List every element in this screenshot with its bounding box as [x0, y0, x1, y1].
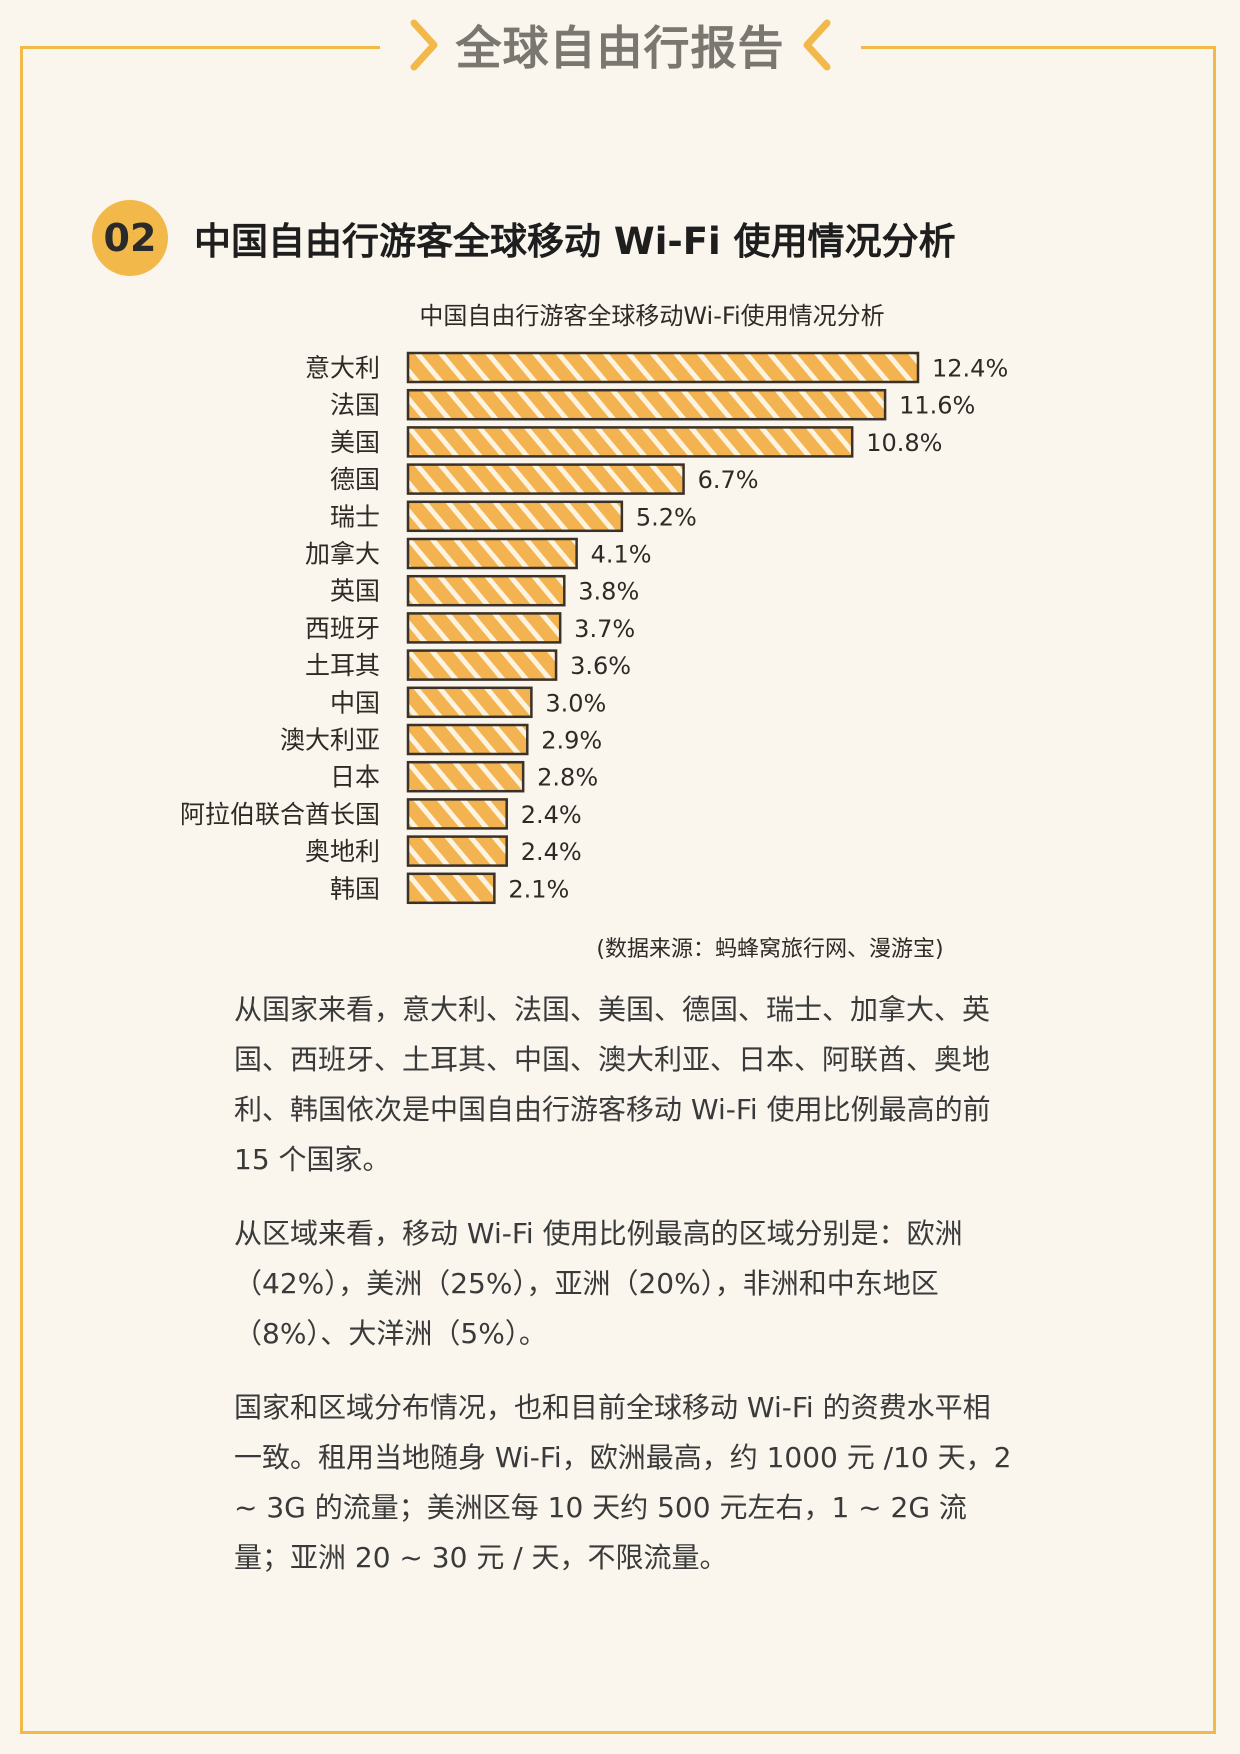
value-label: 3.8% [578, 578, 639, 606]
category-label: 西班牙 [305, 614, 380, 643]
value-label: 5.2% [636, 503, 697, 531]
value-label: 2.4% [521, 838, 582, 866]
value-label: 2.4% [521, 801, 582, 829]
bar [406, 649, 558, 681]
value-label: 6.7% [698, 466, 759, 494]
value-label: 12.4% [932, 355, 1008, 383]
analysis-text: 从国家来看，意大利、法国、美国、德国、瑞士、加拿大、英国、西班牙、土耳其、中国、… [234, 985, 1012, 1607]
section-number-badge: 02 [92, 200, 168, 276]
paragraph-pricing: 国家和区域分布情况，也和目前全球移动 Wi-Fi 的资费水平相一致。租用当地随身… [234, 1391, 1012, 1574]
category-label: 阿拉伯联合酋长国 [180, 800, 380, 829]
value-label: 2.9% [541, 727, 602, 755]
bar [406, 835, 508, 867]
bar [406, 723, 529, 756]
bar [406, 872, 496, 905]
category-label: 法国 [330, 391, 380, 420]
category-label: 德国 [330, 465, 380, 494]
bar [406, 388, 887, 421]
chevron-left-icon [803, 19, 830, 71]
bar [406, 351, 920, 384]
bar [406, 500, 624, 533]
value-label: 3.0% [545, 689, 606, 717]
section-title: 中国自由行游客全球移动 Wi-Fi 使用情况分析 [194, 220, 956, 263]
bar [406, 760, 525, 793]
paragraph-regions: 从区域来看，移动 Wi-Fi 使用比例最高的区域分别是：欧洲（42%），美洲（2… [234, 1217, 963, 1350]
value-label: 11.6% [899, 392, 975, 420]
category-label: 澳大利亚 [280, 726, 380, 755]
category-label: 英国 [330, 577, 380, 606]
bar [406, 426, 854, 458]
value-label: 4.1% [591, 541, 652, 569]
bar [406, 574, 566, 607]
value-label: 3.6% [570, 652, 631, 680]
wifi-usage-bar-chart: 中国自由行游客全球移动Wi-Fi使用情况分析 意大利 12.4% 法国 11.6% 美国… [180, 302, 1008, 962]
chart-title: 中国自由行游客全球移动Wi-Fi使用情况分析 [419, 302, 884, 330]
category-label: 土耳其 [305, 651, 380, 680]
category-label: 韩国 [330, 874, 380, 903]
category-label: 瑞士 [330, 502, 380, 531]
category-label: 日本 [330, 763, 380, 792]
value-label: 10.8% [866, 429, 942, 457]
bars-group: 意大利 12.4% 法国 11.6% 美国 10.8% 德国 6.7% 瑞士 5.2% 加拿大 4.1… [180, 351, 1008, 905]
report-header: 全球自由行报告 [0, 10, 1240, 80]
chevron-right-icon [410, 19, 437, 71]
category-label: 美国 [330, 428, 380, 457]
value-label: 3.7% [574, 615, 635, 643]
chart-source: (数据来源：蚂蜂窝旅行网、漫游宝) [596, 937, 943, 962]
bar [406, 463, 685, 495]
category-label: 中国 [330, 688, 380, 717]
value-label: 2.8% [537, 764, 598, 792]
bar [406, 798, 508, 830]
report-title: 全球自由行报告 [455, 21, 785, 75]
bar [406, 612, 562, 644]
header-pill: 全球自由行报告 [379, 12, 861, 78]
paragraph-countries: 从国家来看，意大利、法国、美国、德国、瑞士、加拿大、英国、西班牙、土耳其、中国、… [234, 993, 991, 1176]
value-label: 2.1% [508, 875, 569, 903]
category-label: 意大利 [305, 354, 380, 383]
bar [406, 686, 533, 719]
category-label: 奥地利 [305, 837, 380, 866]
category-label: 加拿大 [305, 540, 380, 569]
bar [406, 537, 578, 570]
section-heading: 02 中国自由行游客全球移动 Wi-Fi 使用情况分析 [92, 200, 956, 276]
